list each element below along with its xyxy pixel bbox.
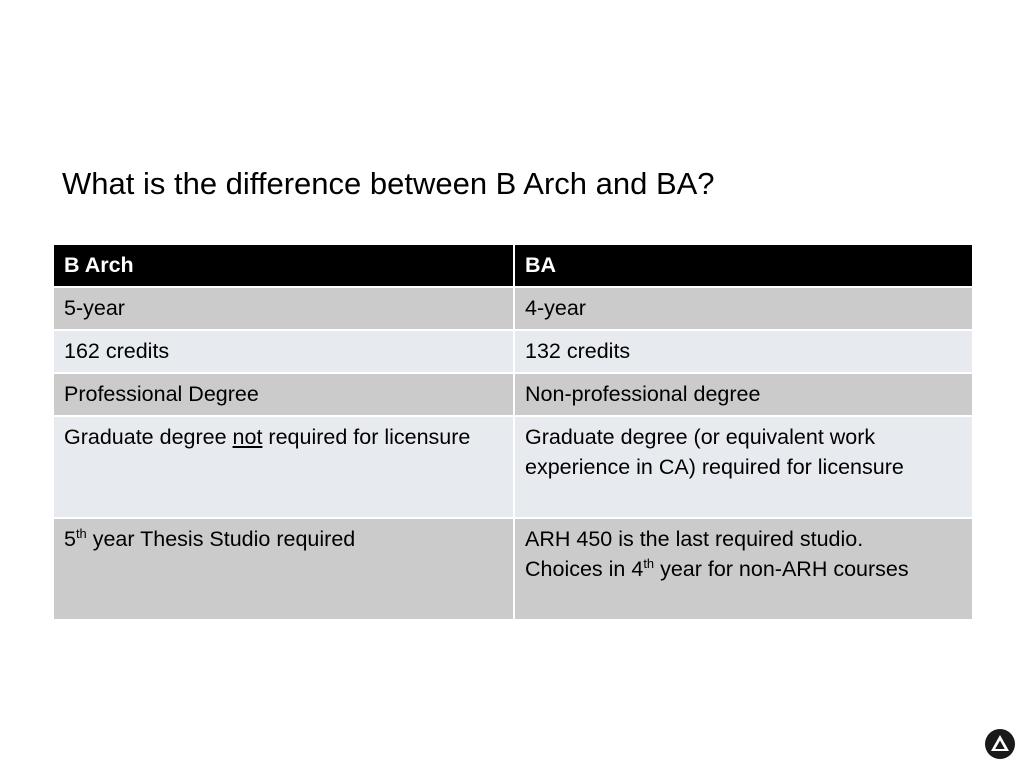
table-header-row: B Arch BA xyxy=(52,243,974,288)
cell-b-arch: 162 credits xyxy=(52,329,515,374)
table-row: 5th year Thesis Studio required ARH 450 … xyxy=(52,517,974,621)
table-row: Graduate degree not required for licensu… xyxy=(52,415,974,519)
cell-ba: Non-professional degree xyxy=(513,372,974,417)
comparison-table: B Arch BA 5-year 4-year 162 credits 132 … xyxy=(52,243,974,621)
text-segment: ARH 450 is the last required studio. xyxy=(525,527,864,551)
superscript: th xyxy=(75,525,87,541)
table-row: Professional Degree Non-professional deg… xyxy=(52,372,974,417)
header-ba: BA xyxy=(513,243,974,288)
text-segment: Choices in 4 xyxy=(525,557,644,581)
text-segment: year for non-ARH courses xyxy=(654,557,909,581)
table-row: 5-year 4-year xyxy=(52,286,974,331)
table-row: 162 credits 132 credits xyxy=(52,329,974,374)
cell-ba: 132 credits xyxy=(513,329,974,374)
text-segment: 5 xyxy=(64,527,76,551)
text-segment: Graduate degree xyxy=(64,425,233,449)
cell-ba: 4-year xyxy=(513,286,974,331)
cell-b-arch: Professional Degree xyxy=(52,372,515,417)
cell-b-arch: 5th year Thesis Studio required xyxy=(52,517,515,621)
triangle-logo-icon xyxy=(985,729,1015,759)
superscript: th xyxy=(643,555,655,571)
header-b-arch: B Arch xyxy=(52,243,515,288)
text-segment: required for licensure xyxy=(262,425,471,449)
text-segment: year Thesis Studio required xyxy=(86,527,356,551)
cell-ba: ARH 450 is the last required studio. Choi… xyxy=(513,517,974,621)
cell-b-arch: Graduate degree not required for licensu… xyxy=(52,415,515,519)
slide-title: What is the difference between B Arch an… xyxy=(62,166,715,201)
underlined-word: not xyxy=(232,425,263,449)
cell-b-arch: 5-year xyxy=(52,286,515,331)
cell-ba: Graduate degree (or equivalent work expe… xyxy=(513,415,974,519)
